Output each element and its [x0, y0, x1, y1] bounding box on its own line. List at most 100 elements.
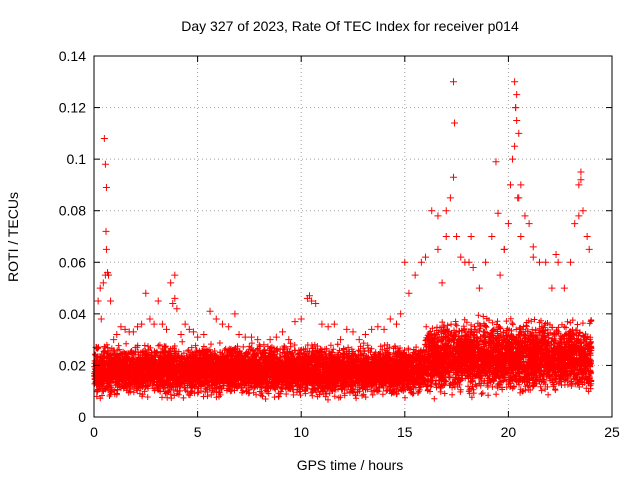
- y-tick-label: 0.02: [59, 357, 86, 373]
- roti-point: [548, 284, 556, 292]
- roti-point: [129, 328, 137, 336]
- roti-point: [434, 212, 442, 220]
- roti-point: [200, 330, 208, 338]
- roti-point: [206, 307, 214, 315]
- y-tick-label: 0.1: [67, 151, 87, 167]
- roti-point: [117, 323, 125, 331]
- roti-point: [451, 119, 459, 127]
- roti-point: [511, 78, 519, 86]
- roti-point: [100, 135, 108, 143]
- roti-point: [150, 320, 158, 328]
- roti-point: [169, 300, 177, 308]
- roti-point-cloud: [91, 312, 595, 403]
- roti-point: [134, 323, 142, 331]
- roti-point: [521, 212, 529, 220]
- roti-point: [107, 297, 115, 305]
- roti-point: [330, 320, 338, 328]
- x-tick-label: 25: [604, 424, 620, 440]
- roti-point: [102, 245, 110, 253]
- roti-point: [585, 245, 593, 253]
- y-tick-label: 0.08: [59, 203, 86, 219]
- roti-point: [102, 227, 110, 235]
- roti-point: [218, 320, 226, 328]
- roti-point: [513, 116, 521, 124]
- roti-point: [102, 184, 110, 192]
- data-points: [91, 78, 595, 403]
- y-tick-label: 0: [78, 409, 86, 425]
- roti-point: [405, 289, 413, 297]
- roti-point: [525, 220, 533, 228]
- roti-point: [97, 315, 105, 323]
- roti-point: [535, 258, 543, 266]
- roti-point: [142, 289, 150, 297]
- roti-point: [554, 258, 562, 266]
- roti-point: [312, 300, 320, 308]
- roti-point: [449, 78, 457, 86]
- x-axis: 0 5 10 15 20 25: [90, 56, 620, 440]
- roti-point: [235, 330, 243, 338]
- roti-point: [411, 271, 419, 279]
- roti-point: [442, 207, 450, 215]
- roti-point: [482, 258, 490, 266]
- roti-point: [194, 333, 202, 341]
- roti-point: [355, 336, 363, 344]
- roti-point: [488, 233, 496, 240]
- roti-point: [212, 315, 220, 323]
- roti-point: [506, 181, 514, 189]
- roti-point: [368, 325, 376, 333]
- roti-point: [291, 318, 299, 326]
- roti-point: [575, 212, 583, 220]
- roti-point: [343, 325, 351, 333]
- roti-point: [272, 333, 280, 341]
- roti-point: [279, 328, 287, 336]
- roti-point: [297, 315, 305, 323]
- roti-point: [113, 330, 121, 338]
- roti-point: [121, 325, 129, 333]
- x-tick-label: 0: [90, 424, 98, 440]
- roti-point: [469, 263, 477, 271]
- roti-point: [496, 271, 504, 279]
- roti-point: [96, 284, 104, 292]
- roti-point: [512, 104, 520, 112]
- roti-point: [542, 258, 550, 266]
- roti-point: [571, 220, 579, 228]
- y-tick-label: 0.06: [59, 254, 86, 270]
- y-tick-label: 0.12: [59, 100, 86, 116]
- roti-point: [517, 233, 525, 240]
- roti-point: [260, 341, 268, 349]
- roti-point: [231, 310, 239, 318]
- roti-point: [185, 325, 193, 333]
- x-tick-label: 15: [397, 424, 413, 440]
- roti-point: [428, 207, 436, 215]
- roti-point: [173, 305, 181, 313]
- roti-point: [105, 271, 113, 279]
- roti-point: [189, 328, 197, 336]
- roti-point: [94, 297, 102, 305]
- roti-point: [513, 91, 521, 99]
- roti-point: [154, 297, 162, 305]
- roti-point: [110, 336, 118, 344]
- roti-point: [181, 320, 189, 328]
- roti-point: [504, 220, 512, 228]
- roti-point: [583, 233, 591, 240]
- roti-point: [318, 320, 326, 328]
- roti-point: [417, 258, 425, 266]
- roti-point: [457, 253, 465, 261]
- roti-point: [247, 333, 255, 341]
- roti-point: [146, 315, 154, 323]
- roti-point: [465, 258, 473, 266]
- roti-point: [401, 258, 409, 266]
- roti-point: [509, 155, 517, 163]
- roti-point: [324, 323, 332, 331]
- chart-title: Day 327 of 2023, Rate Of TEC Index for r…: [181, 18, 519, 34]
- x-axis-label: GPS time / hours: [297, 457, 404, 473]
- roti-point: [529, 253, 537, 261]
- roti-point: [517, 181, 525, 189]
- roti-point: [285, 336, 293, 344]
- roti-point: [386, 315, 394, 323]
- roti-point: [442, 233, 450, 240]
- x-tick-label: 10: [293, 424, 309, 440]
- roti-point: [560, 284, 568, 292]
- roti-point: [577, 176, 585, 184]
